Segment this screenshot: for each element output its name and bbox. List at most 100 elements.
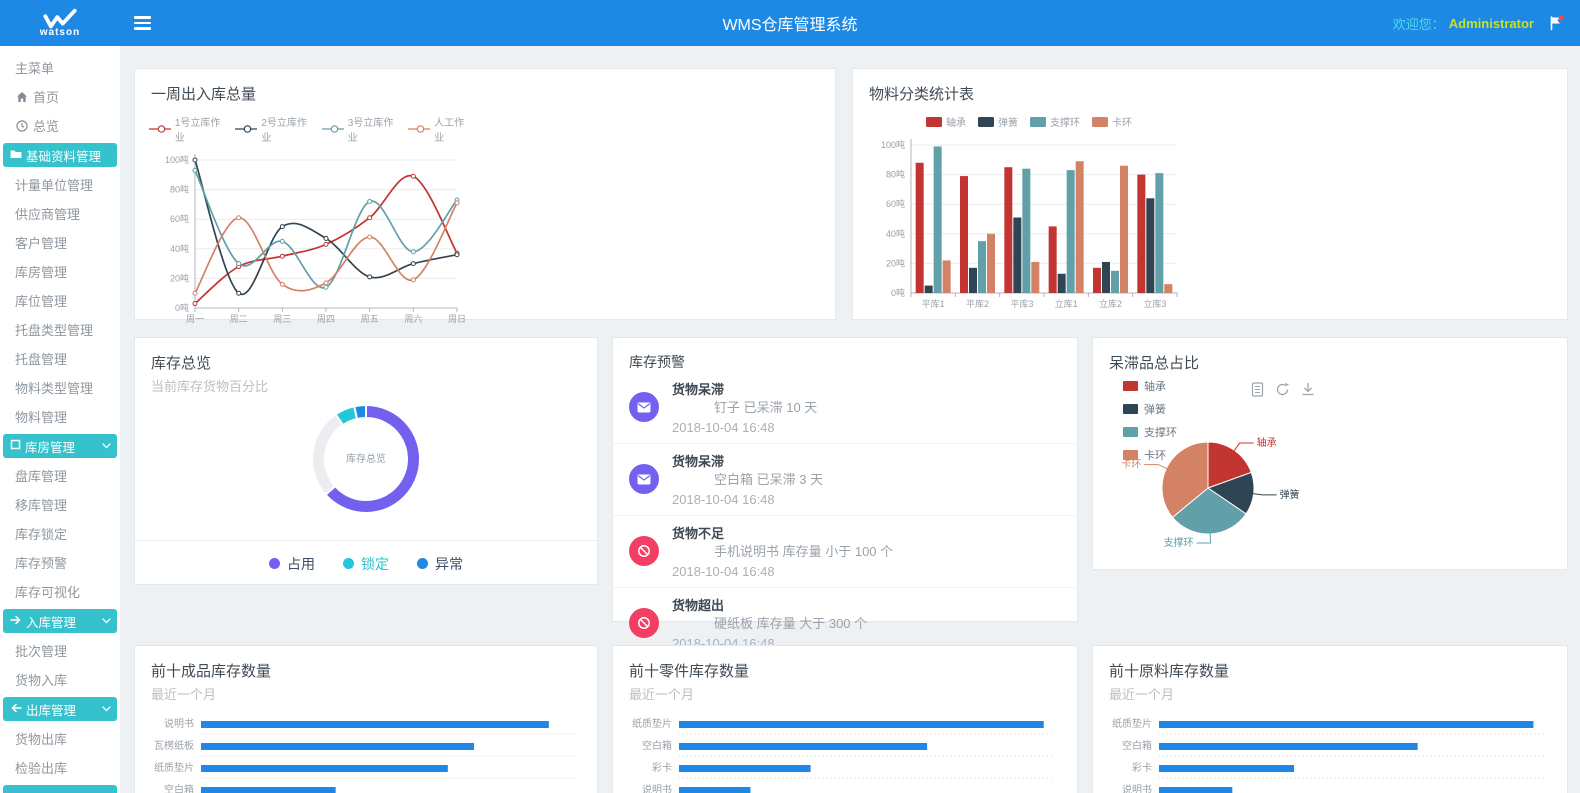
notification-flag-icon[interactable] xyxy=(1548,15,1564,34)
svg-text:纸质垫片: 纸质垫片 xyxy=(632,717,672,730)
sidebar-item-批次管理[interactable]: 批次管理 xyxy=(0,636,120,665)
alert-time: 2018-10-04 16:48 xyxy=(672,420,775,435)
sidebar-item-库存锁定[interactable]: 库存锁定 xyxy=(0,519,120,548)
sidebar-item-总览[interactable]: 总览 xyxy=(0,111,120,140)
legend-dot xyxy=(417,558,428,569)
legend-item-2号立库作业[interactable]: 2号立库作业 xyxy=(235,114,309,144)
sidebar-item-label: 托盘管理 xyxy=(15,352,68,367)
legend-item-卡环[interactable]: 卡环 xyxy=(1092,114,1132,129)
sidebar-section-出库管理[interactable]: 出库管理 xyxy=(3,697,117,721)
svg-text:空白箱: 空白箱 xyxy=(164,783,194,793)
legend-dot xyxy=(343,558,354,569)
svg-text:周日: 周日 xyxy=(448,314,466,324)
alert-message: 手机说明书 库存量 小于 100 个 xyxy=(714,544,894,559)
card-title: 呆滞品总占比 xyxy=(1109,355,1200,372)
sidebar-item-供应商管理[interactable]: 供应商管理 xyxy=(0,199,120,228)
alert-message: 钉子 已呆滞 10 天 xyxy=(714,400,818,415)
svg-text:周一: 周一 xyxy=(186,314,204,324)
sidebar-item-库位管理[interactable]: 库位管理 xyxy=(0,286,120,315)
app-header: watson WMS仓库管理系统 欢迎您： Administrator xyxy=(0,0,1580,46)
legend-item-轴承[interactable]: 轴承 xyxy=(1123,378,1177,394)
sidebar-item-货物出库[interactable]: 货物出库 xyxy=(0,724,120,753)
sidebar-item-物料管理[interactable]: 物料管理 xyxy=(0,402,120,431)
username[interactable]: Administrator xyxy=(1448,15,1534,31)
alert-item[interactable]: 货物呆滞 钉子 已呆滞 10 天 2018-10-04 16:48 xyxy=(613,372,1077,444)
sidebar-section-partial[interactable] xyxy=(3,785,117,793)
sidebar-section-库房管理[interactable]: 库房管理 xyxy=(3,434,117,458)
alert-item[interactable]: 货物呆滞 空白箱 已呆滞 3 天 2018-10-04 16:48 xyxy=(613,444,1077,516)
svg-text:0吨: 0吨 xyxy=(891,287,905,298)
svg-text:40吨: 40吨 xyxy=(886,228,905,239)
legend-swatch xyxy=(1123,381,1138,391)
legend-item-支撑环[interactable]: 支撑环 xyxy=(1123,424,1177,440)
sidebar-item-货物入库[interactable]: 货物入库 xyxy=(0,665,120,694)
sidebar-item-检验出库[interactable]: 检验出库 xyxy=(0,753,120,782)
legend-item-占用[interactable]: 占用 xyxy=(269,554,315,574)
svg-text:弹簧: 弹簧 xyxy=(1280,488,1300,501)
svg-text:说明书: 说明书 xyxy=(1122,783,1152,793)
sidebar-item-移库管理[interactable]: 移库管理 xyxy=(0,490,120,519)
svg-text:20吨: 20吨 xyxy=(170,272,189,283)
restore-icon[interactable] xyxy=(1275,382,1290,397)
mail-icon xyxy=(629,392,659,422)
legend-item-弹簧[interactable]: 弹簧 xyxy=(978,114,1018,129)
sidebar-section-基础资料管理[interactable]: 基础资料管理 xyxy=(3,143,117,167)
legend-item-轴承[interactable]: 轴承 xyxy=(926,114,966,129)
sidebar-item-label: 总览 xyxy=(33,119,60,134)
sidebar-item-计量单位管理[interactable]: 计量单位管理 xyxy=(0,170,120,199)
legend-item-人工作业[interactable]: 人工作业 xyxy=(408,114,469,144)
legend-swatch xyxy=(1123,404,1138,414)
svg-text:立库1: 立库1 xyxy=(1055,298,1078,309)
sidebar-item-托盘管理[interactable]: 托盘管理 xyxy=(0,344,120,373)
sidebar-item-label: 库存锁定 xyxy=(15,527,68,542)
svg-text:纸质垫片: 纸质垫片 xyxy=(1112,717,1152,730)
sidebar-section-入库管理[interactable]: 入库管理 xyxy=(3,609,117,633)
svg-text:平库3: 平库3 xyxy=(1010,298,1033,309)
inventory-donut-legend: 占用 锁定 异常 xyxy=(135,540,597,586)
hamburger-menu-button[interactable] xyxy=(134,16,151,30)
card-title: 前十成品库存数量 xyxy=(151,663,272,680)
sidebar-section-label: 入库管理 xyxy=(26,615,77,630)
legend-item-异常[interactable]: 异常 xyxy=(417,554,463,574)
legend-item-1号立库作业[interactable]: 1号立库作业 xyxy=(149,114,223,144)
chevron-down-icon xyxy=(102,443,111,449)
sidebar-item-库存预警[interactable]: 库存预警 xyxy=(0,548,120,577)
svg-text:60吨: 60吨 xyxy=(170,213,189,224)
sidebar-item-客户管理[interactable]: 客户管理 xyxy=(0,228,120,257)
svg-text:40吨: 40吨 xyxy=(170,243,189,254)
sidebar-item-label: 物料类型管理 xyxy=(15,381,94,396)
card-title: 一周出入库总量 xyxy=(151,86,257,103)
arrow-left-icon xyxy=(10,702,22,716)
card-subtitle: 当前库存货物百分比 xyxy=(151,379,269,394)
svg-text:100吨: 100吨 xyxy=(881,139,905,150)
inventory-donut-chart: 库存总览 xyxy=(135,395,597,532)
data-view-icon[interactable] xyxy=(1251,382,1264,397)
save-image-icon[interactable] xyxy=(1301,382,1315,397)
sidebar-item-物料类型管理[interactable]: 物料类型管理 xyxy=(0,373,120,402)
mail-icon xyxy=(629,464,659,494)
svg-text:支撑环: 支撑环 xyxy=(1164,536,1194,549)
sidebar-item-首页[interactable]: 首页 xyxy=(0,82,120,111)
legend-item-支撑环[interactable]: 支撑环 xyxy=(1030,114,1080,129)
legend-item-锁定[interactable]: 锁定 xyxy=(343,554,389,574)
sidebar-item-托盘类型管理[interactable]: 托盘类型管理 xyxy=(0,315,120,344)
svg-text:彩卡: 彩卡 xyxy=(652,761,672,774)
sidebar-section-label: 基础资料管理 xyxy=(26,149,102,164)
sidebar-item-库存可视化[interactable]: 库存可视化 xyxy=(0,577,120,606)
sidebar-item-盘库管理[interactable]: 盘库管理 xyxy=(0,461,120,490)
svg-text:彩卡: 彩卡 xyxy=(1132,761,1152,774)
sidebar-item-库房管理[interactable]: 库房管理 xyxy=(0,257,120,286)
legend-item-弹簧[interactable]: 弹簧 xyxy=(1123,401,1177,417)
logo[interactable]: watson xyxy=(0,0,120,46)
svg-text:立库3: 立库3 xyxy=(1143,298,1166,309)
legend-item-3号立库作业[interactable]: 3号立库作业 xyxy=(321,114,396,144)
sidebar-item-label: 托盘类型管理 xyxy=(15,323,94,338)
svg-text:80吨: 80吨 xyxy=(170,184,189,195)
arrow-right-icon xyxy=(10,614,22,628)
alert-item[interactable]: 货物不足 手机说明书 库存量 小于 100 个 2018-10-04 16:48 xyxy=(613,516,1077,588)
legend-item-卡环[interactable]: 卡环 xyxy=(1123,447,1177,463)
sidebar-menu-label: 主菜单 xyxy=(15,60,55,76)
svg-text:平库1: 平库1 xyxy=(922,298,945,309)
svg-text:轴承: 轴承 xyxy=(1257,436,1277,449)
home-icon xyxy=(15,91,28,103)
